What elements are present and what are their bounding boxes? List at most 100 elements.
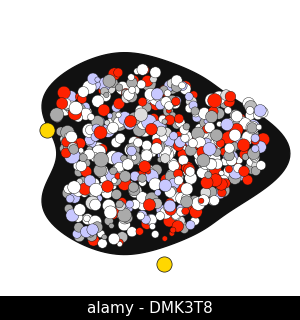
Point (135, 174, 140, 179)
Point (145, 204, 149, 209)
Point (168, 174, 173, 179)
Point (167, 204, 172, 209)
Point (115, 114, 120, 119)
Point (84, 216, 89, 221)
Point (230, 131, 235, 136)
Point (95, 225, 100, 230)
Point (55, 115, 60, 120)
Point (112, 178, 117, 183)
Point (196, 152, 201, 157)
Point (232, 133, 237, 138)
Point (218, 140, 223, 146)
Point (110, 173, 115, 178)
Point (142, 127, 147, 132)
Point (199, 198, 204, 203)
Point (206, 172, 211, 177)
Point (140, 99, 145, 104)
Point (83, 187, 88, 192)
Point (170, 86, 175, 92)
Point (153, 182, 158, 187)
Point (74, 106, 78, 111)
Point (110, 155, 115, 160)
Point (208, 136, 213, 141)
Point (254, 145, 259, 150)
Point (93, 134, 98, 140)
Point (213, 178, 218, 183)
Point (101, 108, 106, 113)
Point (207, 125, 212, 130)
Point (213, 168, 218, 173)
Point (98, 168, 103, 173)
Point (171, 174, 176, 179)
Point (86, 140, 91, 146)
Point (84, 109, 88, 115)
Point (122, 212, 127, 218)
Point (211, 147, 216, 152)
Point (163, 183, 168, 188)
Point (105, 120, 110, 125)
Point (88, 231, 93, 236)
Point (248, 104, 253, 109)
Point (140, 180, 145, 185)
Point (250, 125, 255, 130)
Point (191, 92, 196, 98)
Point (89, 234, 94, 239)
Point (224, 92, 229, 98)
Point (98, 119, 103, 124)
Point (253, 138, 257, 143)
Point (172, 181, 176, 186)
Point (117, 101, 122, 106)
Point (212, 198, 217, 203)
Point (97, 149, 102, 154)
Point (68, 94, 73, 99)
Point (123, 174, 128, 179)
Point (188, 169, 193, 174)
Point (197, 140, 202, 145)
Point (65, 130, 70, 135)
Point (131, 78, 136, 83)
Point (127, 122, 132, 127)
Point (237, 158, 242, 163)
Point (92, 195, 97, 200)
Point (226, 152, 231, 157)
Point (139, 112, 143, 117)
Point (149, 127, 154, 132)
Point (159, 129, 164, 134)
Point (171, 228, 176, 233)
Point (76, 115, 81, 120)
Point (213, 110, 218, 116)
Point (241, 143, 246, 148)
Polygon shape (44, 55, 287, 252)
Point (229, 158, 234, 163)
Point (153, 102, 158, 107)
Point (167, 218, 172, 223)
Point (112, 119, 116, 124)
Point (85, 217, 90, 222)
Point (88, 115, 93, 120)
Point (64, 140, 69, 145)
Point (62, 137, 67, 142)
Point (161, 135, 166, 140)
Point (122, 156, 126, 161)
Point (59, 101, 64, 106)
Point (193, 218, 197, 223)
Point (127, 202, 132, 207)
Point (213, 113, 218, 118)
Point (122, 222, 127, 227)
Point (169, 231, 174, 236)
Point (173, 101, 178, 106)
Point (219, 182, 224, 187)
Point (116, 70, 121, 75)
Point (193, 108, 197, 114)
Point (168, 150, 173, 156)
Point (226, 167, 231, 172)
Point (200, 170, 205, 175)
Point (174, 122, 179, 127)
Point (243, 154, 248, 159)
Point (183, 136, 188, 141)
Point (98, 149, 102, 154)
Point (112, 72, 117, 77)
Point (174, 84, 179, 89)
Point (66, 140, 71, 145)
Point (111, 168, 116, 173)
